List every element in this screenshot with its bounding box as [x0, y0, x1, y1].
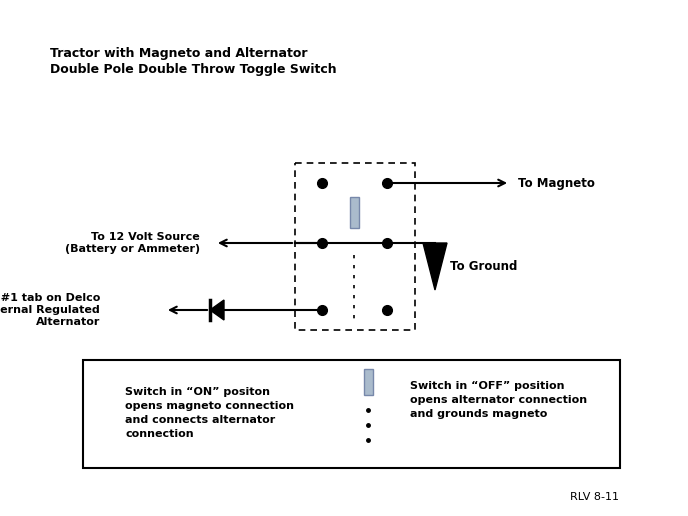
- Text: Switch in “ON” positon
opens magneto connection
and connects alternator
connecti: Switch in “ON” positon opens magneto con…: [125, 387, 294, 439]
- Bar: [363, 369, 372, 395]
- Text: To #1 tab on Delco
Internal Regulated
Alternator: To #1 tab on Delco Internal Regulated Al…: [0, 294, 100, 327]
- Polygon shape: [423, 243, 447, 290]
- Bar: [295, 163, 415, 330]
- Text: Double Pole Double Throw Toggle Switch: Double Pole Double Throw Toggle Switch: [50, 63, 336, 76]
- Polygon shape: [210, 300, 224, 320]
- Text: Switch in “OFF” position
opens alternator connection
and grounds magneto: Switch in “OFF” position opens alternato…: [410, 381, 587, 419]
- Text: To Ground: To Ground: [450, 260, 517, 272]
- Bar: [350, 197, 358, 228]
- Text: To Magneto: To Magneto: [518, 176, 595, 189]
- Text: RLV 8-11: RLV 8-11: [570, 492, 619, 502]
- Bar: [83, 360, 620, 468]
- Text: Tractor with Magneto and Alternator: Tractor with Magneto and Alternator: [50, 47, 308, 60]
- Text: To 12 Volt Source
(Battery or Ammeter): To 12 Volt Source (Battery or Ammeter): [65, 232, 200, 254]
